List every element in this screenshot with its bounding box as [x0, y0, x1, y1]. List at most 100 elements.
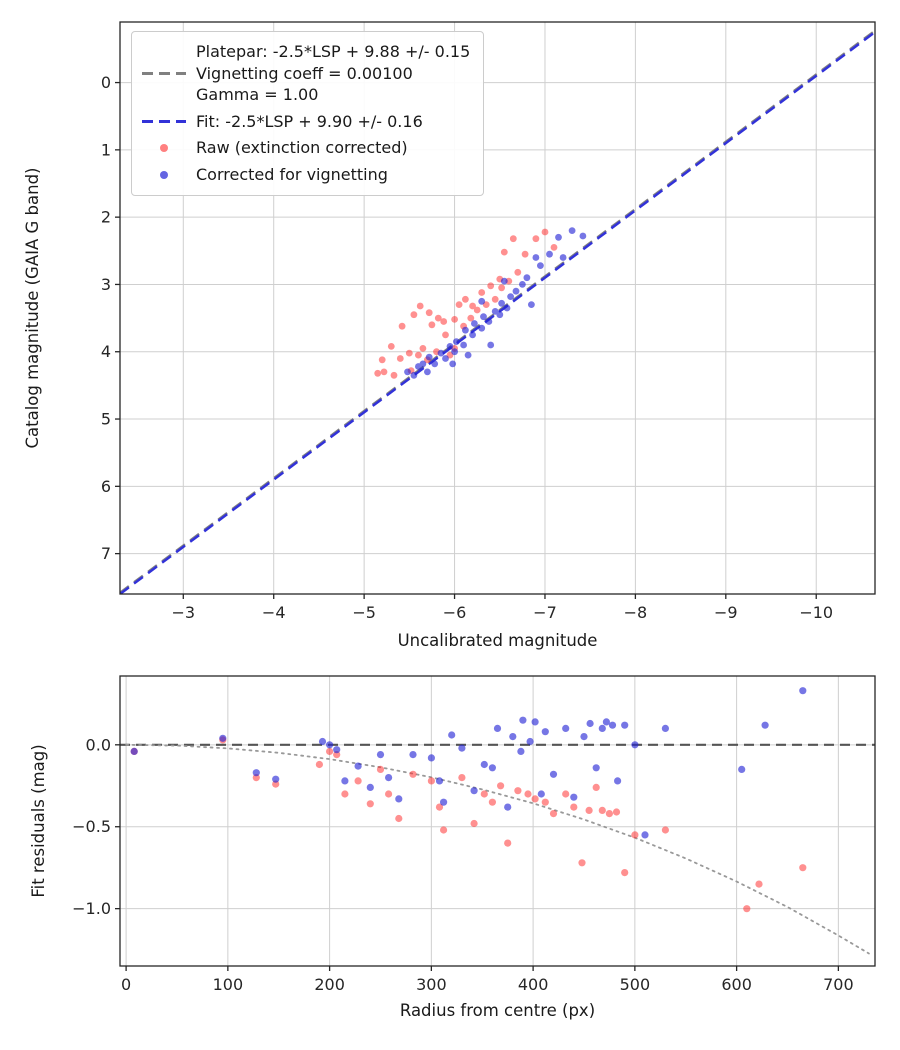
y-tick-label: 0.0 — [86, 735, 111, 754]
data-point — [541, 228, 549, 236]
data-point — [661, 826, 670, 834]
data-point — [614, 777, 622, 785]
data-point — [326, 741, 334, 749]
data-point — [555, 233, 562, 241]
data-point — [537, 262, 544, 269]
data-point — [404, 368, 411, 376]
data-point — [631, 831, 639, 839]
data-point — [366, 800, 374, 808]
data-point — [504, 803, 512, 811]
data-point — [410, 371, 418, 379]
x-tick-label: 100 — [213, 975, 244, 994]
data-point — [428, 321, 436, 329]
data-point — [446, 343, 454, 350]
data-point — [252, 769, 260, 777]
x-tick-label: 600 — [721, 975, 752, 994]
data-point — [380, 368, 388, 376]
data-point — [460, 341, 467, 349]
data-point — [385, 790, 393, 798]
raw-residuals-series — [130, 736, 807, 913]
data-point — [455, 301, 463, 308]
data-point — [579, 232, 587, 240]
data-point — [326, 747, 334, 756]
y-tick-label: 2 — [101, 208, 111, 227]
data-point — [480, 313, 487, 321]
y-tick-label: 1 — [101, 140, 111, 159]
data-point — [504, 839, 512, 847]
y-axis-label: Fit residuals (mag) — [29, 744, 48, 897]
data-point — [374, 369, 382, 377]
legend-item: Raw (extinction corrected) — [142, 137, 470, 159]
data-point — [487, 341, 495, 349]
data-point — [521, 250, 529, 258]
data-point — [586, 719, 594, 728]
legend-item: Corrected for vignetting — [142, 164, 470, 186]
data-point — [568, 227, 576, 235]
data-point — [471, 320, 478, 327]
data-point — [512, 287, 520, 295]
data-point — [612, 808, 621, 816]
corrected-residuals-series — [130, 687, 807, 839]
data-point — [478, 289, 486, 296]
data-point — [395, 795, 403, 803]
data-point — [738, 765, 746, 774]
x-tick-label: −9 — [714, 603, 738, 622]
data-point — [661, 724, 670, 733]
data-point — [549, 810, 558, 818]
data-point — [378, 356, 386, 364]
data-point — [485, 318, 493, 325]
data-point — [419, 345, 427, 352]
data-point — [449, 360, 457, 368]
y-tick-label: 5 — [101, 410, 111, 429]
data-point — [398, 322, 406, 330]
data-point — [440, 318, 448, 325]
data-point — [491, 295, 499, 303]
data-point — [467, 314, 475, 322]
y-tick-label: 6 — [101, 477, 111, 496]
x-tick-label: −4 — [262, 603, 286, 622]
data-point — [435, 777, 444, 785]
data-point — [487, 282, 495, 290]
data-point — [480, 790, 488, 798]
data-point — [519, 281, 526, 288]
data-point — [546, 250, 553, 258]
x-tick-label: 400 — [518, 975, 549, 994]
data-point — [524, 790, 532, 798]
x-tick-label: 700 — [823, 975, 854, 994]
data-point — [592, 764, 600, 772]
legend: Platepar: -2.5*LSP + 9.88 +/- 0.15 Vigne… — [131, 31, 485, 196]
data-point — [493, 724, 502, 733]
data-point — [799, 864, 807, 872]
data-point — [473, 306, 481, 314]
data-point — [509, 235, 517, 243]
data-point — [478, 297, 486, 305]
legend-label: Platepar: -2.5*LSP + 9.88 +/- 0.15 Vigne… — [196, 42, 471, 105]
data-point — [440, 826, 448, 834]
legend-item: Platepar: -2.5*LSP + 9.88 +/- 0.15 Vigne… — [142, 41, 470, 106]
data-point — [341, 790, 349, 798]
data-point — [470, 787, 478, 795]
data-point — [434, 314, 442, 322]
data-point — [541, 728, 549, 736]
data-point — [580, 733, 588, 741]
data-point — [605, 810, 614, 818]
data-point — [469, 331, 476, 339]
data-point — [419, 360, 427, 368]
data-point — [562, 790, 570, 798]
data-point — [458, 774, 466, 782]
data-point — [480, 760, 488, 769]
data-point — [425, 309, 433, 317]
data-point — [130, 747, 138, 756]
data-point — [592, 783, 600, 792]
data-point — [602, 718, 611, 726]
x-tick-label: −10 — [799, 603, 833, 622]
axes-frame — [119, 675, 876, 967]
data-point — [514, 787, 522, 795]
data-point — [578, 859, 586, 867]
x-tick-label: −5 — [352, 603, 376, 622]
data-point — [354, 762, 362, 770]
data-point — [503, 304, 511, 312]
data-point — [462, 326, 469, 334]
data-point — [409, 770, 417, 778]
